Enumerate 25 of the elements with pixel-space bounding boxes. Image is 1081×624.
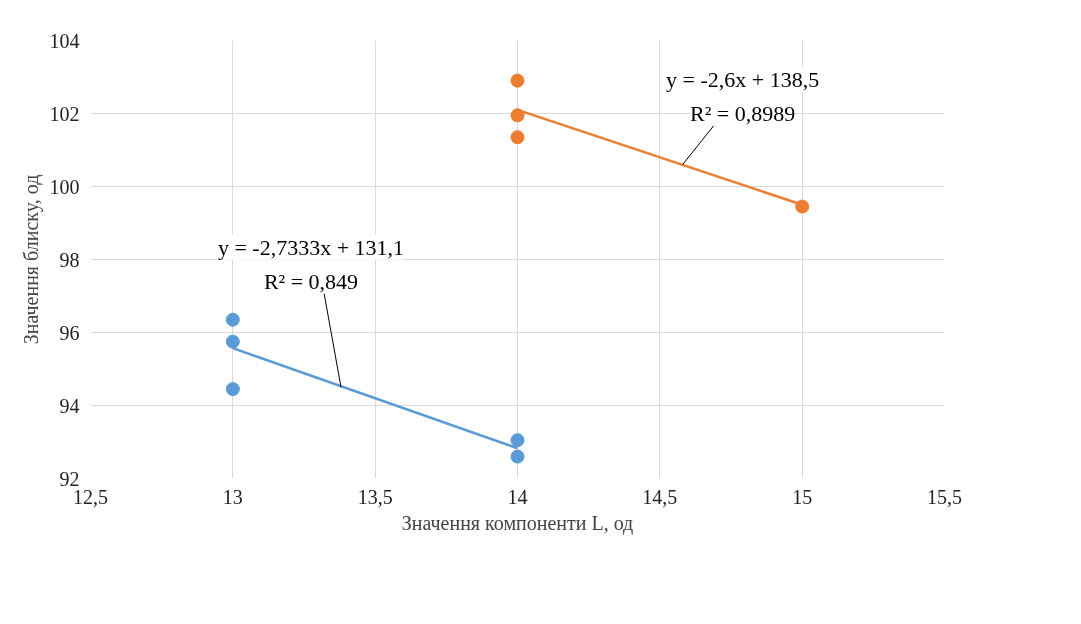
point bbox=[510, 73, 525, 88]
point bbox=[510, 108, 525, 123]
x-tick-label: 14 bbox=[507, 485, 528, 508]
y-tick-label: 104 bbox=[49, 29, 80, 52]
point bbox=[510, 433, 525, 448]
point bbox=[795, 199, 810, 214]
y-tick-label: 94 bbox=[59, 394, 80, 417]
annotation: y = -2,6x + 138,5 R² = 0,8989 bbox=[666, 67, 820, 127]
y-axis-title: Значення блиску, од bbox=[19, 174, 43, 345]
point bbox=[225, 382, 240, 397]
point bbox=[510, 130, 525, 145]
y-tick-label: 102 bbox=[49, 102, 80, 125]
x-axis-title: Значення компоненти L, од bbox=[401, 511, 634, 535]
x-tick-label: 15,5 bbox=[927, 485, 962, 508]
x-tick-label: 13,5 bbox=[357, 485, 393, 508]
point bbox=[225, 312, 240, 327]
point bbox=[225, 334, 240, 349]
y-tick-label: 100 bbox=[49, 175, 80, 198]
y-tick-label: 96 bbox=[59, 321, 80, 344]
annotation: y = -2,7333x + 131,1 R² = 0,849 bbox=[217, 234, 405, 294]
point bbox=[510, 449, 525, 464]
x-tick-label: 14,5 bbox=[642, 485, 678, 508]
y-tick-label: 98 bbox=[59, 248, 80, 271]
x-tick-label: 15 bbox=[792, 485, 813, 508]
x-tick-label: 13 bbox=[222, 485, 243, 508]
